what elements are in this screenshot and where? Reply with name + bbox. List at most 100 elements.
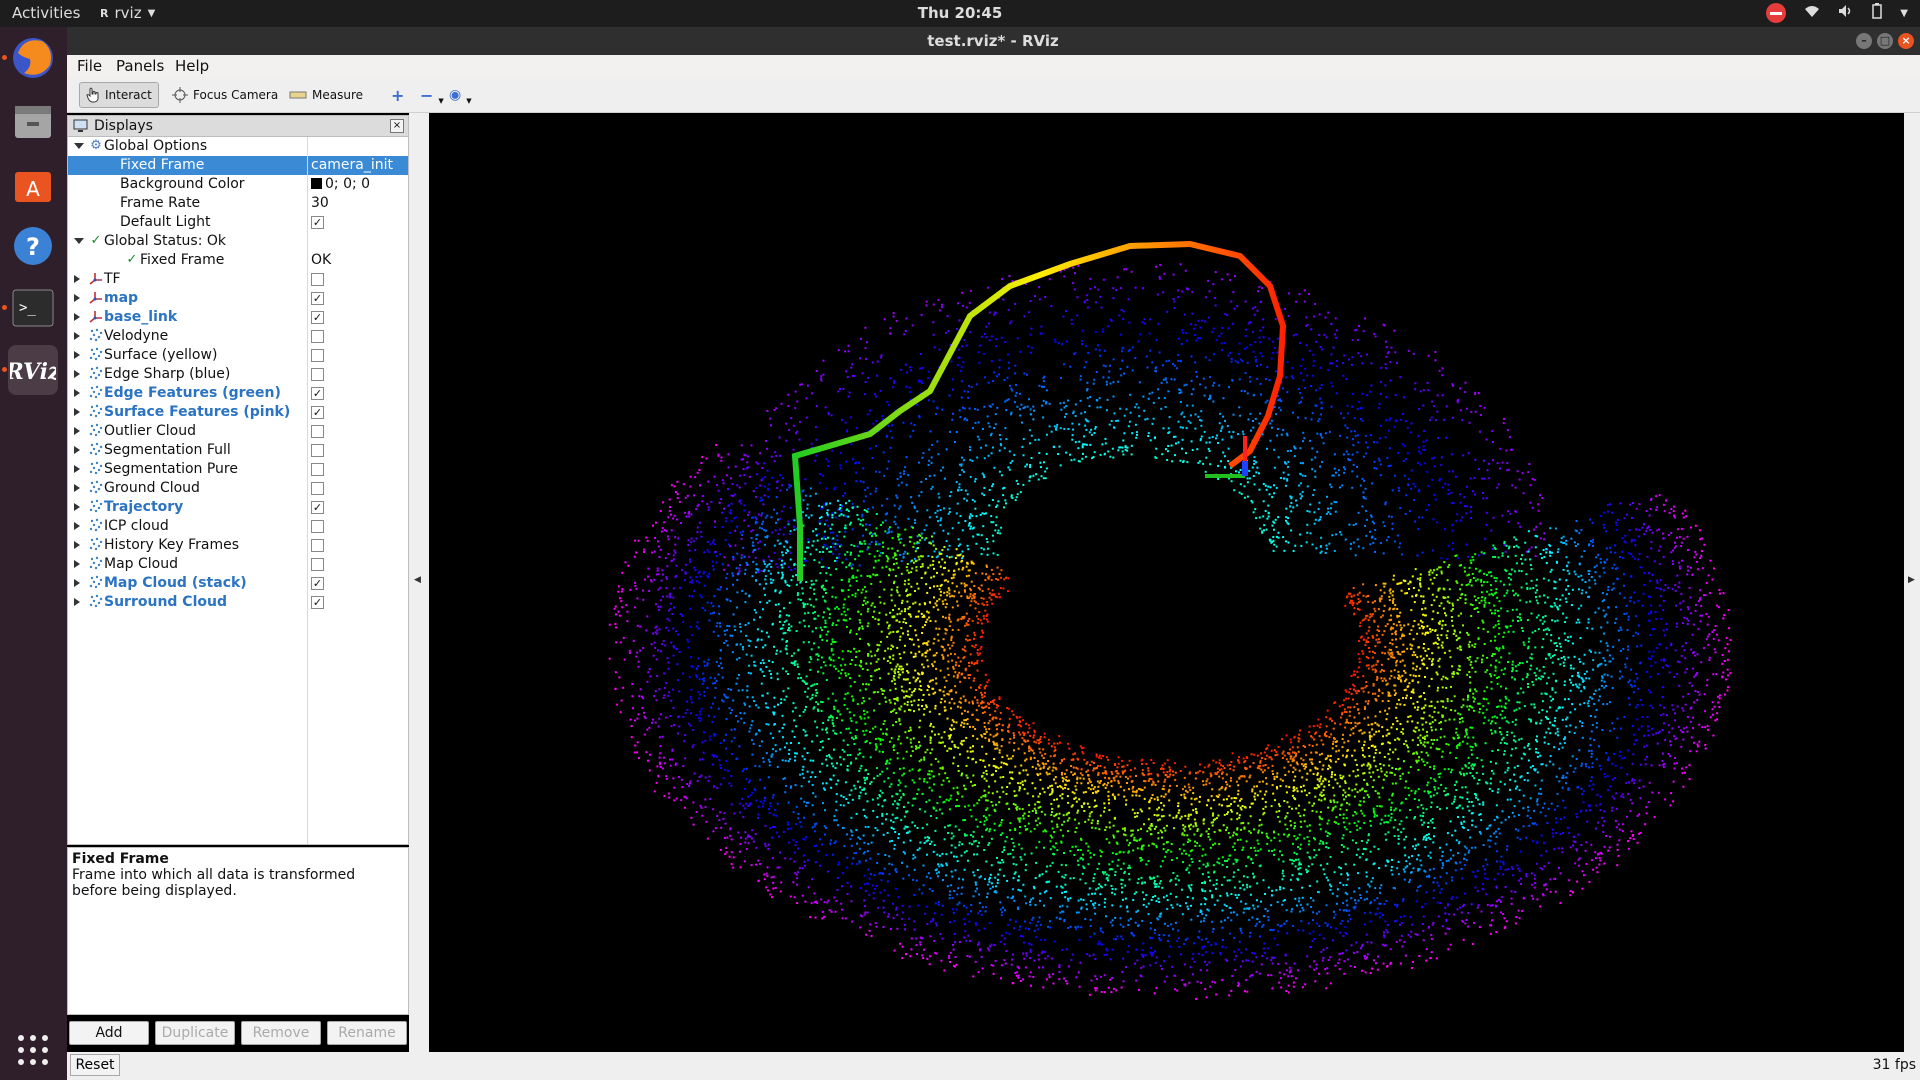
enable-checkbox[interactable]	[311, 520, 324, 533]
enable-checkbox[interactable]	[311, 463, 324, 476]
expand-arrow-right-icon[interactable]	[74, 389, 80, 397]
display-row[interactable]: Surface (yellow)	[68, 346, 408, 365]
remove-button[interactable]: Remove	[241, 1021, 321, 1045]
display-row[interactable]: ✓ Fixed Frame OK	[68, 251, 408, 270]
display-row-value[interactable]: 30	[311, 195, 329, 211]
menu-file[interactable]: File	[77, 57, 103, 75]
enable-checkbox[interactable]	[311, 558, 324, 571]
display-row[interactable]: Edge Features (green) ✓	[68, 384, 408, 403]
expand-arrow-right-icon[interactable]	[74, 408, 80, 416]
enable-checkbox[interactable]	[311, 444, 324, 457]
enable-checkbox[interactable]: ✓	[311, 406, 324, 419]
software-launcher[interactable]: A	[8, 159, 58, 209]
add-tool-button[interactable]: +	[385, 82, 410, 108]
collapse-left-arrow-icon[interactable]: ◀	[414, 575, 421, 585]
enable-checkbox[interactable]	[311, 273, 324, 286]
duplicate-button[interactable]: Duplicate	[155, 1021, 235, 1045]
display-row[interactable]: base_link ✓	[68, 308, 408, 327]
close-panel-button[interactable]: ×	[390, 119, 404, 133]
expand-arrow-right-icon[interactable]	[74, 427, 80, 435]
enable-checkbox[interactable]	[311, 330, 324, 343]
display-row[interactable]: TF	[68, 270, 408, 289]
display-row[interactable]: Surface Features (pink) ✓	[68, 403, 408, 422]
display-row[interactable]: Outlier Cloud	[68, 422, 408, 441]
expand-arrow-right-icon[interactable]	[74, 560, 80, 568]
tool-properties-button[interactable]: ◉ ▼	[443, 82, 478, 108]
display-row[interactable]: Background Color 0; 0; 0	[68, 175, 408, 194]
close-button[interactable]: ×	[1898, 33, 1914, 49]
menu-help[interactable]: Help	[175, 57, 210, 75]
enable-checkbox[interactable]: ✓	[311, 387, 324, 400]
display-row[interactable]: History Key Frames	[68, 536, 408, 555]
enable-checkbox[interactable]: ✓	[311, 292, 324, 305]
rename-button[interactable]: Rename	[327, 1021, 407, 1045]
expand-arrow-right-icon[interactable]	[74, 503, 80, 511]
display-row[interactable]: ICP cloud	[68, 517, 408, 536]
interact-tool-button[interactable]: Interact	[79, 82, 159, 108]
system-tray[interactable]: ▼	[1766, 3, 1908, 23]
window-title-bar[interactable]: test.rviz* - RViz – □ ×	[67, 27, 1920, 55]
enable-checkbox[interactable]: ✓	[311, 216, 324, 229]
system-menu-chevron-icon[interactable]: ▼	[1900, 7, 1908, 19]
left-splitter[interactable]: ◀	[409, 113, 429, 1052]
help-launcher[interactable]: ?	[8, 221, 58, 271]
right-splitter[interactable]: ▶	[1904, 113, 1920, 1052]
display-row-value[interactable]: OK	[311, 252, 331, 268]
expand-arrow-right-icon[interactable]	[74, 351, 80, 359]
expand-arrow-right-icon[interactable]	[74, 541, 80, 549]
expand-arrow-right-icon[interactable]	[74, 446, 80, 454]
rviz-launcher[interactable]: RViz	[8, 345, 58, 395]
enable-checkbox[interactable]	[311, 539, 324, 552]
expand-arrow-right-icon[interactable]	[74, 522, 80, 530]
3d-render-viewport[interactable]	[430, 116, 1904, 1050]
enable-checkbox[interactable]: ✓	[311, 311, 324, 324]
show-applications-button[interactable]	[8, 1025, 58, 1075]
focus-camera-tool-button[interactable]: Focus Camera	[166, 82, 284, 108]
display-row[interactable]: Map Cloud (stack) ✓	[68, 574, 408, 593]
display-row[interactable]: Trajectory ✓	[68, 498, 408, 517]
minimize-button[interactable]: –	[1856, 33, 1872, 49]
remove-tool-button[interactable]: − ▼	[414, 82, 450, 108]
color-swatch[interactable]	[311, 178, 322, 189]
app-menu[interactable]: R rviz ▼	[100, 4, 155, 22]
do-not-disturb-icon[interactable]	[1766, 3, 1787, 23]
expand-arrow-right-icon[interactable]	[74, 370, 80, 378]
expand-arrow-down-icon[interactable]	[74, 143, 84, 149]
expand-arrow-right-icon[interactable]	[74, 275, 80, 283]
expand-arrow-right-icon[interactable]	[74, 294, 80, 302]
enable-checkbox[interactable]	[311, 349, 324, 362]
display-row-value[interactable]: camera_init	[311, 157, 393, 173]
expand-arrow-down-icon[interactable]	[74, 238, 84, 244]
display-row[interactable]: map ✓	[68, 289, 408, 308]
display-row[interactable]: Ground Cloud	[68, 479, 408, 498]
display-row[interactable]: ✓ Global Status: Ok	[68, 232, 408, 251]
enable-checkbox[interactable]	[311, 482, 324, 495]
display-row[interactable]: ⚙ Global Options	[68, 137, 408, 156]
expand-arrow-right-icon[interactable]	[74, 332, 80, 340]
display-row[interactable]: Default Light ✓	[68, 213, 408, 232]
files-launcher[interactable]	[8, 97, 58, 147]
display-row[interactable]: Fixed Frame camera_init	[68, 156, 408, 175]
maximize-button[interactable]: □	[1877, 33, 1893, 49]
enable-checkbox[interactable]: ✓	[311, 501, 324, 514]
display-row[interactable]: Velodyne	[68, 327, 408, 346]
activities-button[interactable]: Activities	[12, 4, 81, 22]
display-row[interactable]: Map Cloud	[68, 555, 408, 574]
display-row[interactable]: Surround Cloud ✓	[68, 593, 408, 612]
display-row-value[interactable]: 0; 0; 0	[311, 176, 370, 192]
terminal-launcher[interactable]: >_	[8, 283, 58, 333]
display-row[interactable]: Edge Sharp (blue)	[68, 365, 408, 384]
clock[interactable]: Thu 20:45	[917, 4, 1003, 22]
measure-tool-button[interactable]: Measure	[283, 82, 369, 108]
add-button[interactable]: Add	[69, 1021, 149, 1045]
enable-checkbox[interactable]	[311, 368, 324, 381]
display-row[interactable]: Segmentation Full	[68, 441, 408, 460]
expand-arrow-right-icon[interactable]	[74, 598, 80, 606]
expand-arrow-right-icon[interactable]	[74, 465, 80, 473]
displays-tree[interactable]: ⚙ Global Options Fixed Frame camera_init Bac…	[68, 137, 408, 844]
firefox-launcher[interactable]	[8, 33, 58, 83]
collapse-right-arrow-icon[interactable]: ▶	[1908, 575, 1915, 585]
expand-arrow-right-icon[interactable]	[74, 313, 80, 321]
display-row[interactable]: Segmentation Pure	[68, 460, 408, 479]
expand-arrow-right-icon[interactable]	[74, 484, 80, 492]
